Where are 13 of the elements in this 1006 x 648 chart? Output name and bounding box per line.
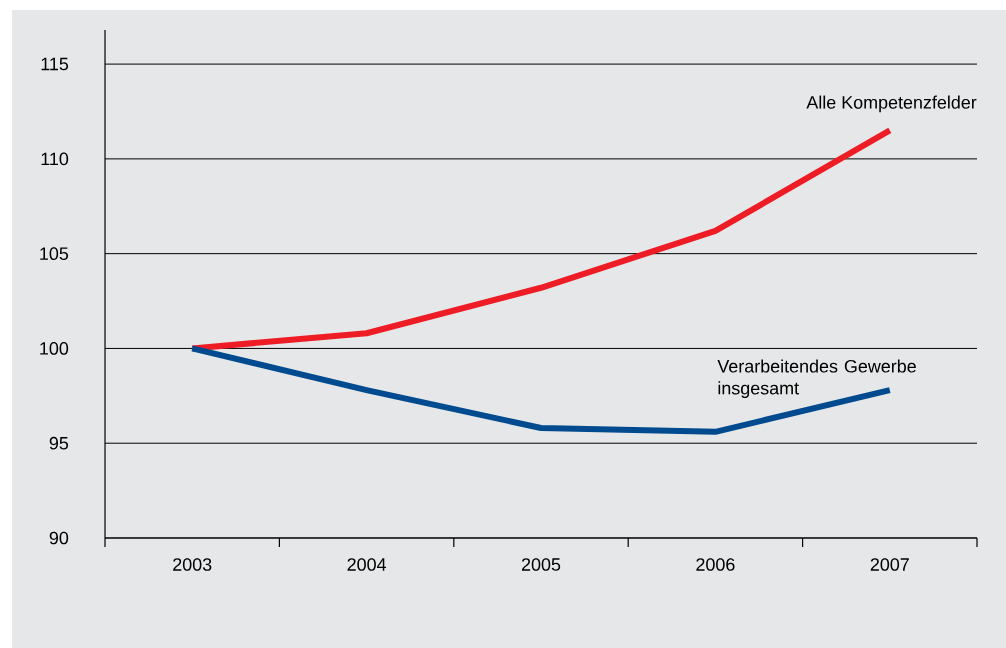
x-tick-label: 2003 bbox=[173, 558, 212, 571]
y-tick-label: 105 bbox=[40, 247, 69, 260]
y-tick-label: 110 bbox=[41, 152, 69, 166]
x-tick-label: 2005 bbox=[521, 558, 561, 571]
x-tick-label: 2007 bbox=[870, 558, 909, 571]
x-tick-label: 2004 bbox=[347, 558, 387, 571]
y-tick-label: 90 bbox=[49, 531, 69, 545]
series-label: Alle Kompetenzfelder bbox=[806, 95, 977, 113]
y-tick-label: 95 bbox=[49, 436, 69, 450]
x-tick-label: 2006 bbox=[696, 558, 735, 571]
series-label: Verarbeitendes Gewerbe insgesamt bbox=[717, 359, 916, 399]
y-tick-label: 100 bbox=[40, 342, 69, 355]
y-tick-label: 115 bbox=[41, 57, 69, 71]
